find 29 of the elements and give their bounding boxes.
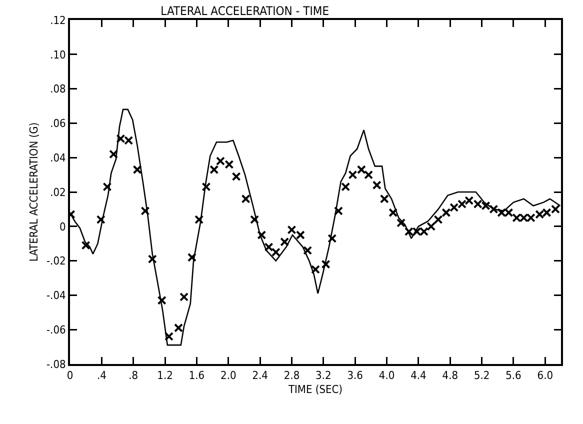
x-tick-label: 1.6 xyxy=(188,369,205,382)
x-tick-label: 2.4 xyxy=(252,369,268,382)
y-tick-label: .12 xyxy=(50,14,66,27)
x-tick-label: 3.6 xyxy=(347,369,363,382)
y-tick-label: -.06 xyxy=(46,323,66,336)
x-tick-label: 4.8 xyxy=(442,369,458,382)
y-tick-label: 0 xyxy=(60,220,66,234)
x-tick-label: 1.2 xyxy=(157,369,173,382)
y-tick-label: -.08 xyxy=(46,358,66,371)
y-tick-label: .06 xyxy=(50,117,66,130)
x-tick-label: 4.0 xyxy=(378,369,395,382)
y-tick-label: -.02 xyxy=(46,254,66,268)
x-tick-label: 2.8 xyxy=(284,369,300,382)
x-axis-title: TIME (SEC) xyxy=(287,382,343,396)
x-tick-label: 6.0 xyxy=(537,369,554,382)
y-tick-label: .04 xyxy=(50,151,66,164)
chart-title: LATERAL ACCELERATION - TIME xyxy=(160,4,330,18)
x-tick-label: 4.4 xyxy=(410,369,426,382)
x-tick-label: 2.0 xyxy=(220,369,236,382)
x-tick-label: 5.2 xyxy=(474,369,490,382)
y-axis-title: LATERAL ACCELERATION (G) xyxy=(28,122,41,262)
x-tick-label: 5.6 xyxy=(506,369,522,382)
x-tick-label: .8 xyxy=(128,369,138,382)
y-tick-label: .02 xyxy=(50,186,66,199)
x-tick-label: .4 xyxy=(96,369,106,382)
x-tick-label: 3.2 xyxy=(316,369,332,382)
y-tick-label: .08 xyxy=(50,82,66,96)
y-tick-label: .10 xyxy=(50,48,66,62)
y-tick-label: -.04 xyxy=(46,289,66,302)
